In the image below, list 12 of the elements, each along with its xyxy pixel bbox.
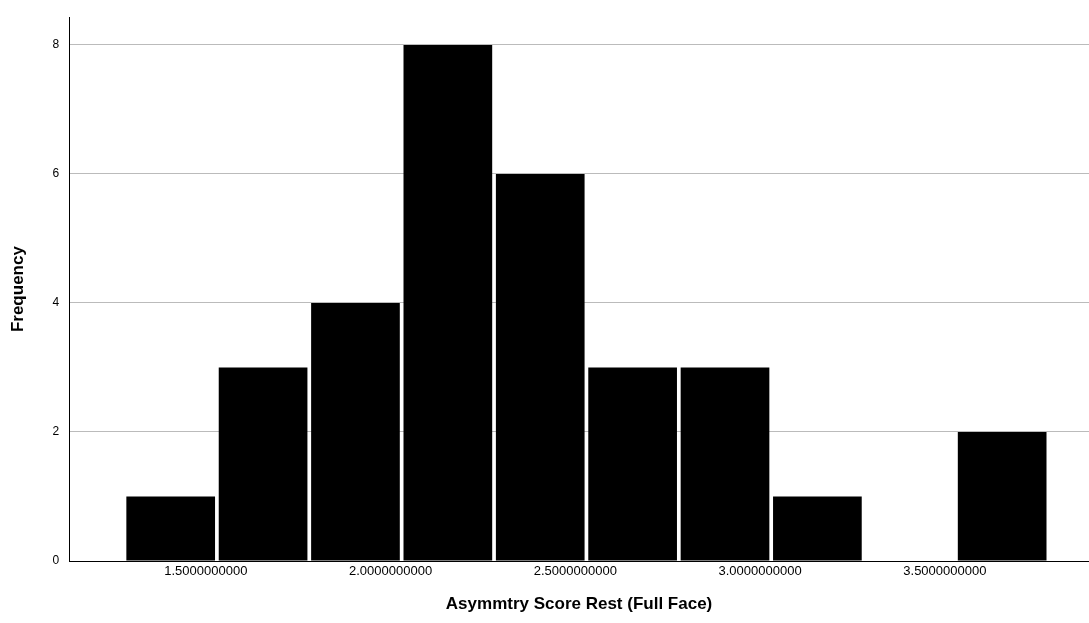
x-tick-label: 2.0000000000 [348, 563, 433, 579]
x-tick-label: 3.5000000000 [903, 563, 987, 579]
x-axis-title: Asymmtry Score Rest (Full Face) [445, 594, 713, 614]
y-tick-label: 4 [52, 295, 60, 310]
y-tick-label: 6 [52, 166, 60, 181]
x-tick-label: 2.5000000000 [533, 563, 617, 579]
y-tick-label: 0 [52, 553, 60, 568]
y-tick-label: 8 [52, 37, 60, 52]
x-tick-label: 3.0000000000 [718, 563, 802, 579]
y-tick-label: 2 [52, 424, 60, 439]
x-tick-label: 1.5000000000 [164, 563, 248, 579]
y-axis-title: Frequency [7, 245, 27, 333]
